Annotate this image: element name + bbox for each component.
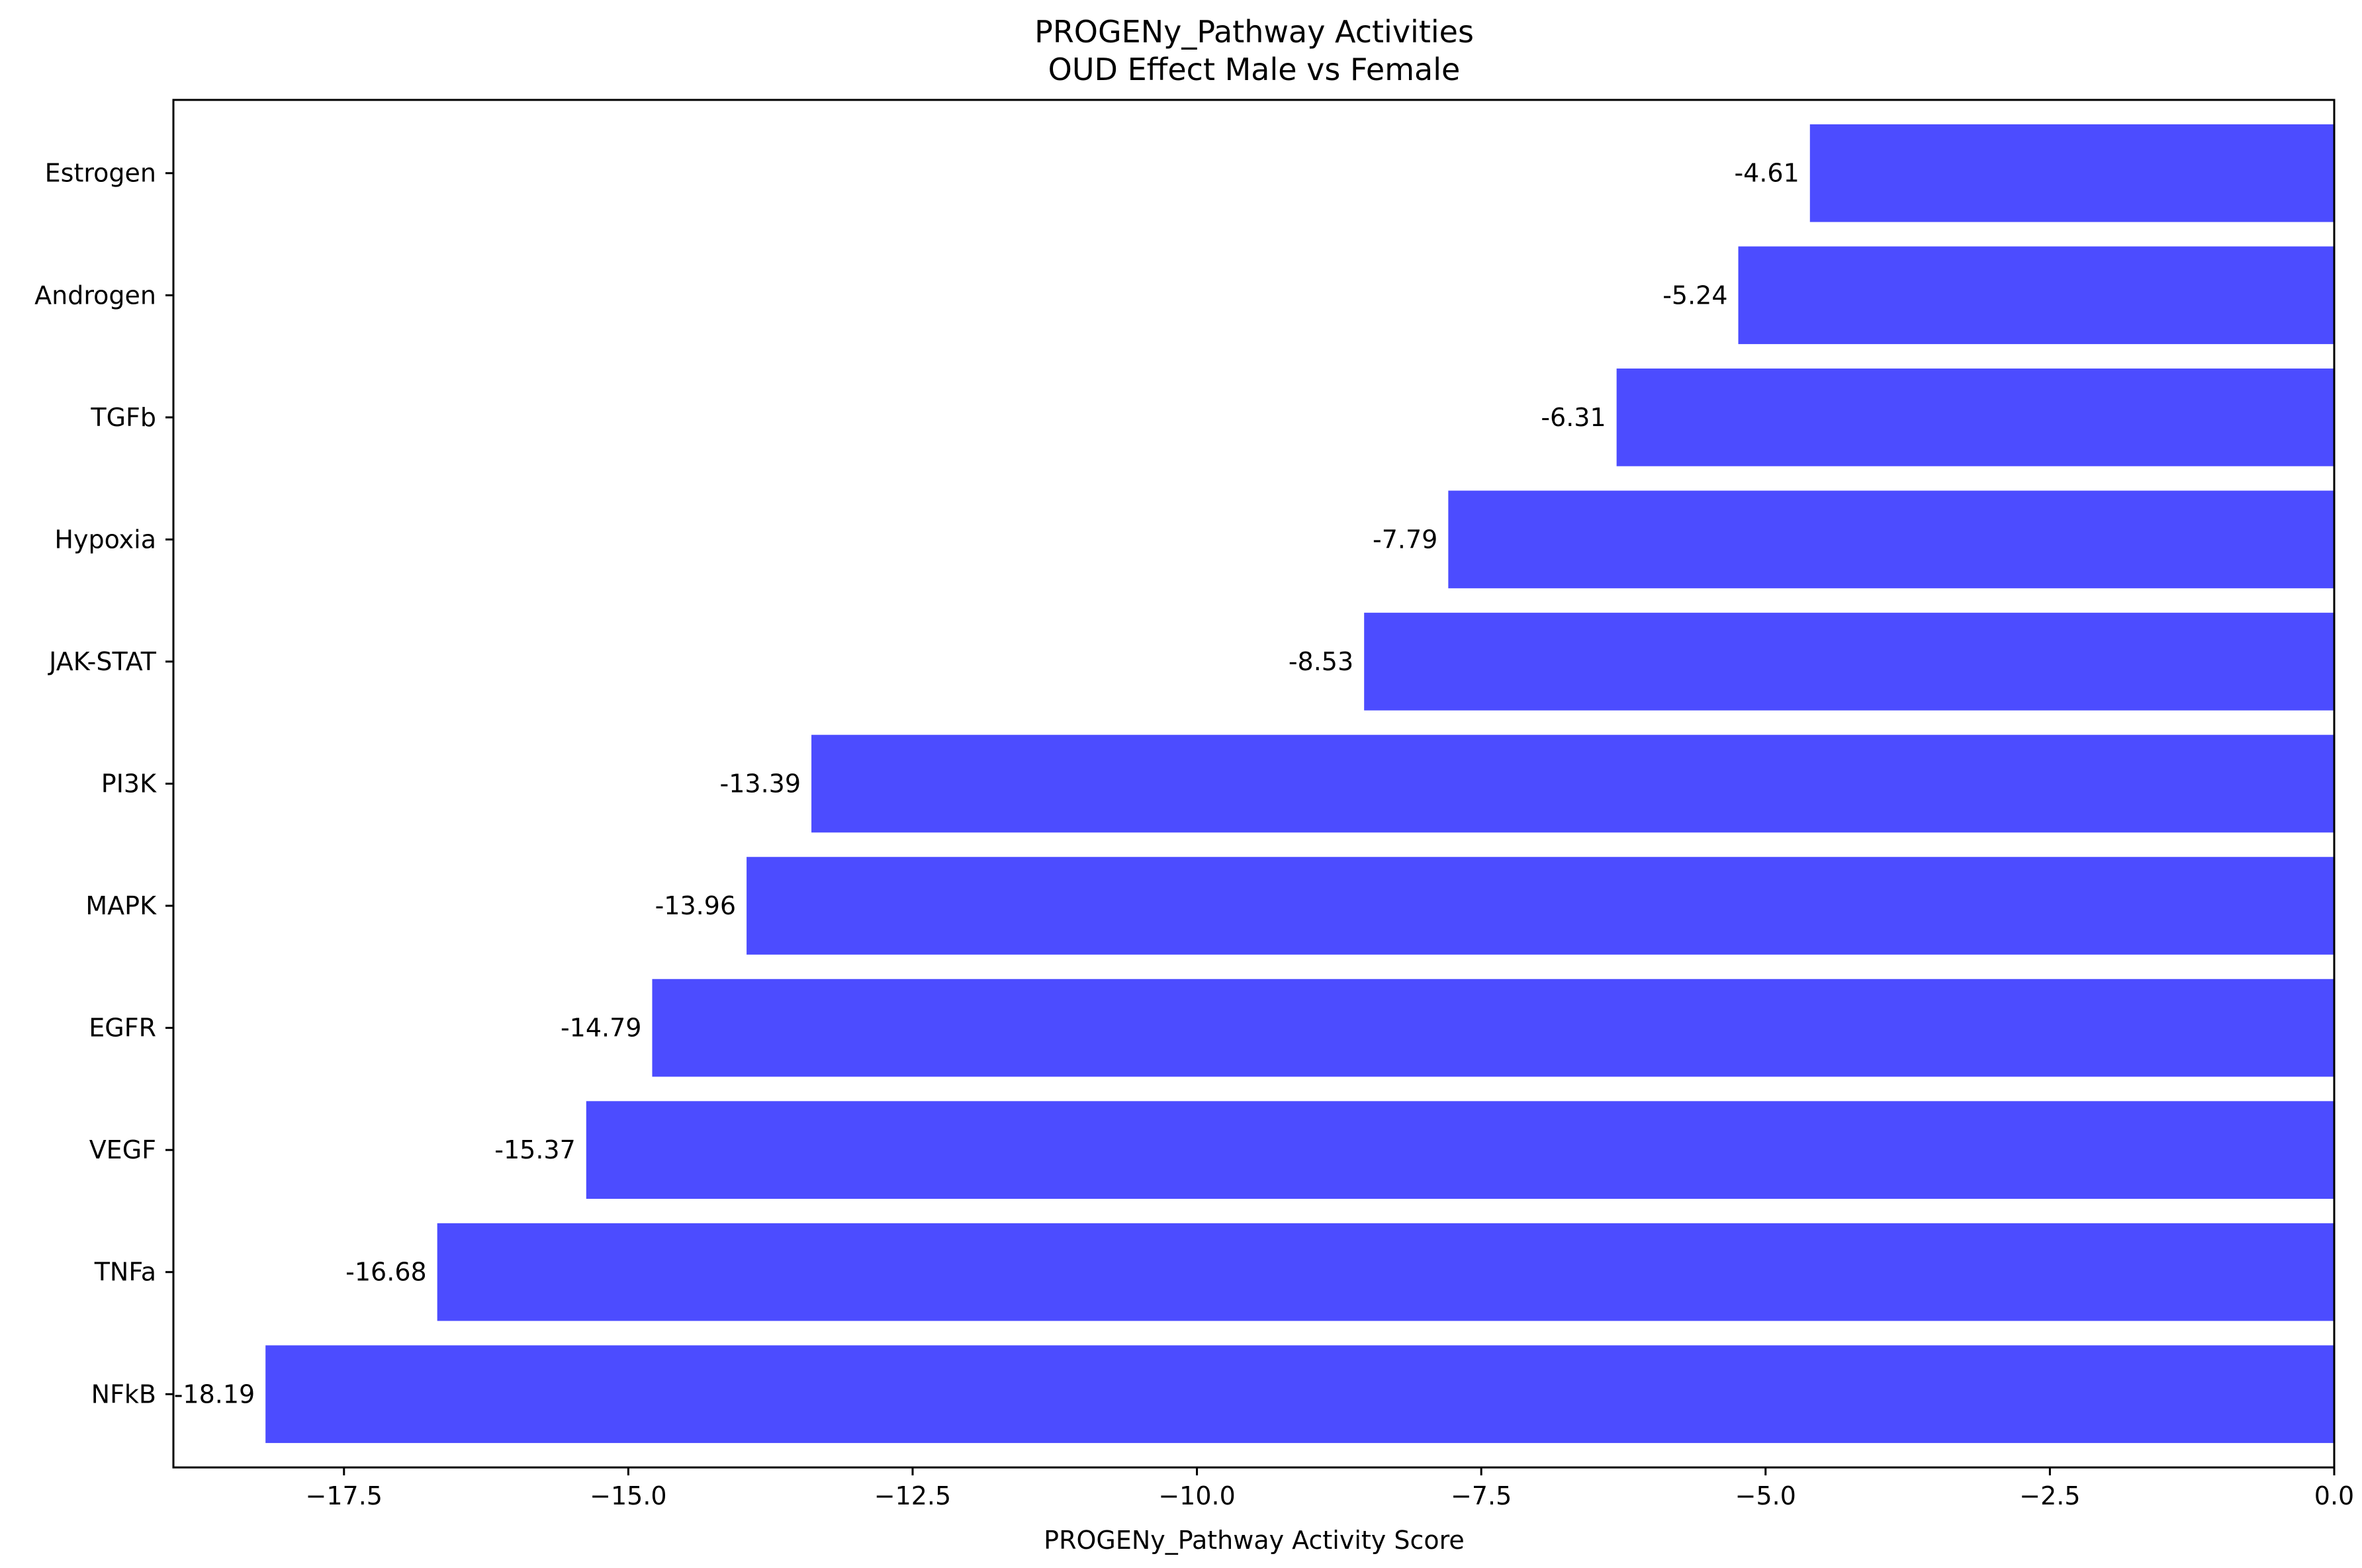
bar-value-label: -16.68	[345, 1258, 427, 1287]
bar-mapk	[747, 857, 2334, 955]
bar-value-label: -7.79	[1373, 525, 1437, 554]
y-tick-label: TGFb	[90, 403, 156, 432]
bar-vegf	[586, 1101, 2334, 1199]
bar-jak-stat	[1364, 613, 2334, 711]
x-tick-label: −10.0	[1158, 1481, 1235, 1510]
chart-title-group: PROGENy_Pathway Activities OUD Effect Ma…	[1034, 14, 1474, 87]
chart-title: PROGENy_Pathway Activities	[1034, 14, 1474, 50]
chart-subtitle: OUD Effect Male vs Female	[1048, 52, 1461, 87]
y-tick-label: EGFR	[89, 1014, 156, 1043]
bar-value-label: -18.19	[174, 1379, 255, 1409]
bar-value-label: -5.24	[1662, 281, 1727, 310]
y-tick-label: NFkB	[91, 1379, 156, 1409]
x-axis-label: PROGENy_Pathway Activity Score	[1044, 1526, 1465, 1555]
x-tick-label: −7.5	[1451, 1481, 1512, 1510]
y-axis: Estrogen Androgen TGFb Hypoxia JAK-STAT PI3K M…	[34, 159, 173, 1409]
y-tick-label: MAPK	[85, 891, 157, 920]
x-tick-label: −15.0	[590, 1481, 666, 1510]
x-axis: −17.5 −15.0 −12.5 −10.0 −7.5 −5.0 −2.5 0.0	[306, 1467, 2354, 1510]
x-tick-label: 0.0	[2314, 1481, 2354, 1510]
bar-egfr	[652, 979, 2334, 1077]
bars-group	[265, 124, 2334, 1444]
y-tick-label: Androgen	[34, 281, 156, 310]
bar-value-label: -6.31	[1541, 403, 1606, 432]
x-tick-label: −12.5	[874, 1481, 951, 1510]
bar-hypoxia	[1448, 490, 2334, 589]
x-tick-label: −2.5	[2019, 1481, 2080, 1510]
y-tick-label: TNFa	[94, 1258, 156, 1287]
bar-value-label: -13.39	[720, 769, 801, 799]
bar-value-label: -8.53	[1289, 647, 1353, 676]
x-tick-label: −17.5	[306, 1481, 383, 1510]
y-tick-label: JAK-STAT	[48, 647, 157, 676]
bar-value-label: -13.96	[655, 891, 737, 920]
bar-value-label: -4.61	[1734, 159, 1799, 188]
bar-tgfb	[1616, 369, 2334, 466]
bar-androgen	[1738, 246, 2334, 345]
y-tick-label: Hypoxia	[54, 525, 156, 554]
bar-nfkb	[265, 1345, 2334, 1444]
bar-tnfa	[437, 1223, 2334, 1321]
bar-estrogen	[1809, 124, 2334, 222]
y-tick-label: PI3K	[101, 769, 157, 799]
bar-pi3k	[811, 734, 2334, 833]
bar-labels-group: -4.61 -5.24 -6.31 -7.79 -8.53 -13.39 -13.96 -14…	[174, 159, 1799, 1409]
bar-value-label: -14.79	[561, 1014, 642, 1043]
y-tick-label: Estrogen	[45, 159, 156, 188]
bar-value-label: -15.37	[494, 1135, 576, 1164]
x-tick-label: −5.0	[1735, 1481, 1796, 1510]
y-tick-label: VEGF	[89, 1135, 156, 1164]
